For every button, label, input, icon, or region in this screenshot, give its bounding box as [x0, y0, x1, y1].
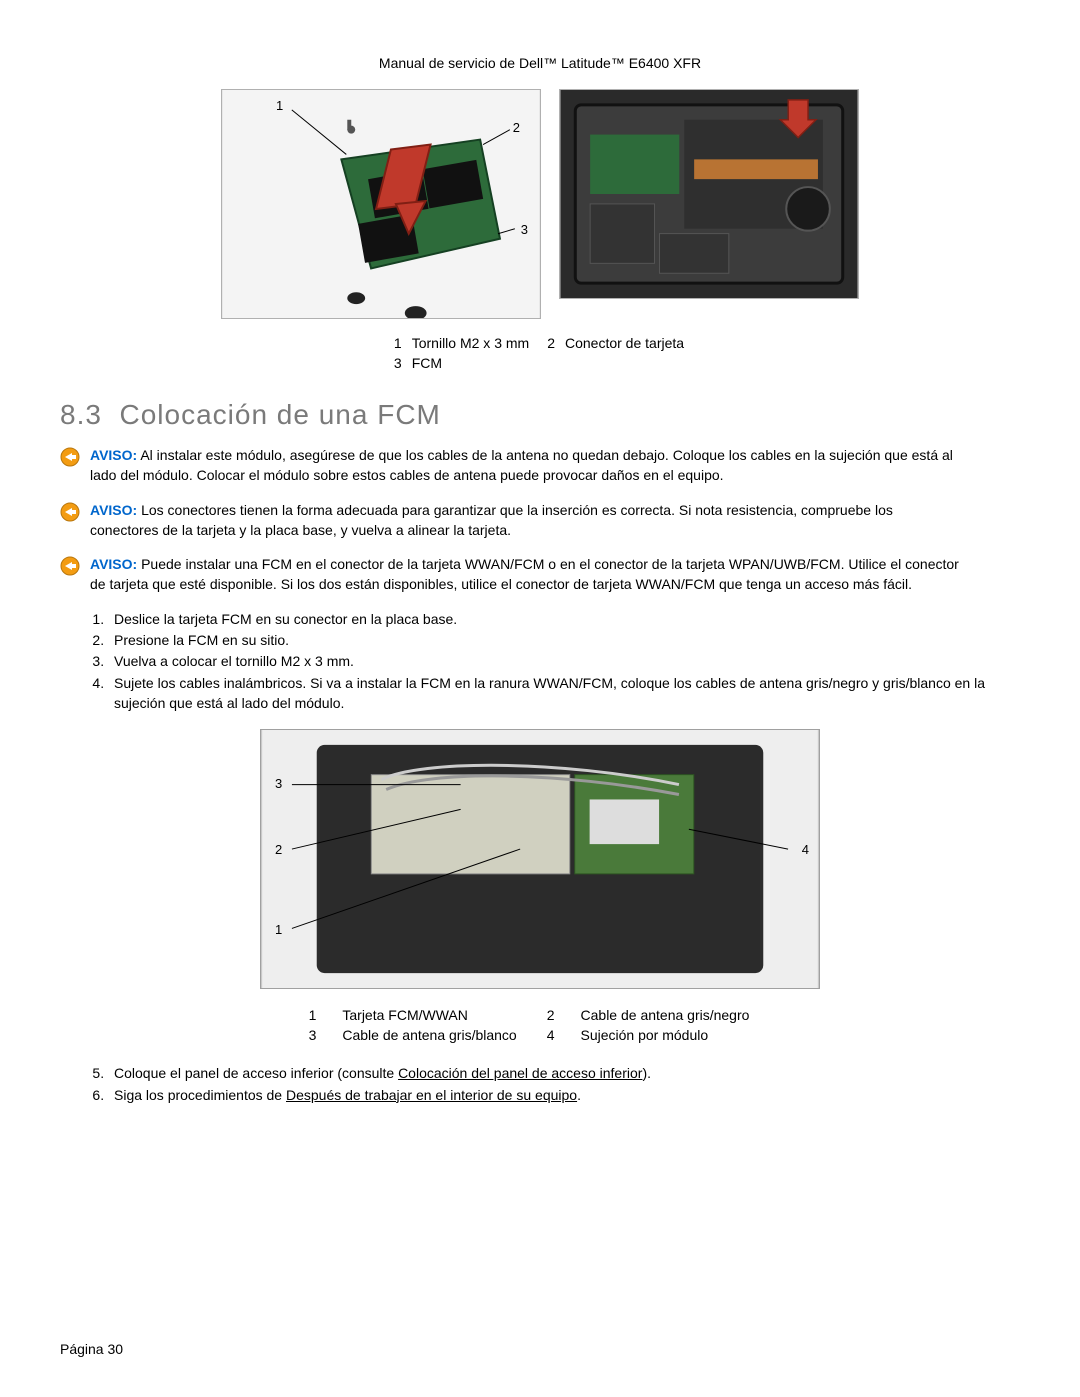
steps-list-2: Coloque el panel de acceso inferior (con…: [60, 1063, 1020, 1105]
notice-block: AVISO: Al instalar este módulo, asegúres…: [60, 445, 1020, 486]
legend2-row: 3 Cable de antena gris/blanco 4 Sujeción…: [305, 1025, 776, 1045]
wwan-slot-illustration-box: 1 2 3 4: [260, 729, 820, 989]
section-number: 8.3: [60, 399, 102, 430]
figure1-callout-1: 1: [276, 98, 283, 113]
step-item: Deslice la tarjeta FCM en su conector en…: [108, 609, 1020, 629]
step-text-pre: Coloque el panel de acceso inferior (con…: [114, 1065, 398, 1081]
legend2-row: 1 Tarjeta FCM/WWAN 2 Cable de antena gri…: [305, 1005, 776, 1025]
figure-row-top: 1 2 3: [60, 89, 1020, 319]
figure3-callout-1: 1: [275, 922, 282, 937]
legend1-num: [539, 353, 565, 373]
legend2-text: Sujeción por módulo: [581, 1025, 776, 1045]
link-despues-de-trabajar[interactable]: Después de trabajar en el interior de su…: [286, 1087, 577, 1103]
figure3-legend-table: 1 Tarjeta FCM/WWAN 2 Cable de antena gri…: [305, 1005, 776, 1045]
legend2-num: 3: [305, 1025, 343, 1045]
notice-text: AVISO: Al instalar este módulo, asegúres…: [90, 445, 960, 486]
legend1-row: 3 FCM: [386, 353, 694, 373]
figure3-callout-4: 4: [802, 842, 809, 857]
wwan-slot-illustration: [261, 730, 819, 988]
notice-label: AVISO:: [90, 502, 137, 518]
figure1-callout-2: 2: [513, 120, 520, 135]
legend1-num: 3: [386, 353, 412, 373]
legend1-text: [565, 353, 694, 373]
step-item: Siga los procedimientos de Después de tr…: [108, 1085, 1020, 1105]
legend1-row: 1 Tornillo M2 x 3 mm 2 Conector de tarje…: [386, 333, 694, 353]
figure-laptop-interior: [559, 89, 859, 299]
notice-block: AVISO: Puede instalar una FCM en el cone…: [60, 554, 1020, 595]
legend1-num: 2: [539, 333, 565, 353]
notice-body: Al instalar este módulo, asegúrese de qu…: [90, 447, 953, 483]
legend2-num: 2: [543, 1005, 581, 1025]
legend2-num: 4: [543, 1025, 581, 1045]
page: Manual de servicio de Dell™ Latitude™ E6…: [0, 0, 1080, 1397]
figure1-legend-table: 1 Tornillo M2 x 3 mm 2 Conector de tarje…: [386, 333, 694, 373]
fcm-module-illustration: [222, 90, 540, 318]
notice-text: AVISO: Los conectores tienen la forma ad…: [90, 500, 960, 541]
step-item: Coloque el panel de acceso inferior (con…: [108, 1063, 1020, 1083]
figure-fcm-module: 1 2 3: [221, 89, 541, 319]
step-item: Sujete los cables inalámbricos. Si va a …: [108, 673, 1020, 714]
legend2-num: 1: [305, 1005, 343, 1025]
step-item: Presione la FCM en su sitio.: [108, 630, 1020, 650]
figure3-callout-2: 2: [275, 842, 282, 857]
section-title: Colocación de una FCM: [120, 399, 441, 430]
step-text-post: ).: [642, 1065, 651, 1081]
link-panel-acceso-inferior[interactable]: Colocación del panel de acceso inferior: [398, 1065, 642, 1081]
step-text-pre: Siga los procedimientos de: [114, 1087, 286, 1103]
figure1-callout-3: 3: [521, 222, 528, 237]
laptop-interior-illustration: [560, 90, 858, 298]
notice-body: Los conectores tienen la forma adecuada …: [90, 502, 893, 538]
legend2-text: Cable de antena gris/negro: [581, 1005, 776, 1025]
figure-wwan-slot: 1 2 3 4: [60, 729, 1020, 993]
notice-label: AVISO:: [90, 447, 137, 463]
legend2-text: Tarjeta FCM/WWAN: [342, 1005, 542, 1025]
document-header: Manual de servicio de Dell™ Latitude™ E6…: [60, 55, 1020, 71]
notice-label: AVISO:: [90, 556, 137, 572]
notice-body: Puede instalar una FCM en el conector de…: [90, 556, 959, 592]
notice-text: AVISO: Puede instalar una FCM en el cone…: [90, 554, 960, 595]
steps-list-1: Deslice la tarjeta FCM en su conector en…: [60, 609, 1020, 713]
notice-icon: [60, 502, 80, 522]
figure3-callout-3: 3: [275, 776, 282, 791]
legend2-text: Cable de antena gris/blanco: [342, 1025, 542, 1045]
legend1-text: Tornillo M2 x 3 mm: [412, 333, 539, 353]
step-item: Vuelva a colocar el tornillo M2 x 3 mm.: [108, 651, 1020, 671]
step-text-post: .: [577, 1087, 581, 1103]
notice-icon: [60, 447, 80, 467]
legend1-num: 1: [386, 333, 412, 353]
notice-icon: [60, 556, 80, 576]
section-heading: 8.3 Colocación de una FCM: [60, 399, 1020, 431]
notice-block: AVISO: Los conectores tienen la forma ad…: [60, 500, 1020, 541]
page-number: Página 30: [60, 1341, 123, 1357]
legend1-text: FCM: [412, 353, 539, 373]
legend1-text: Conector de tarjeta: [565, 333, 694, 353]
